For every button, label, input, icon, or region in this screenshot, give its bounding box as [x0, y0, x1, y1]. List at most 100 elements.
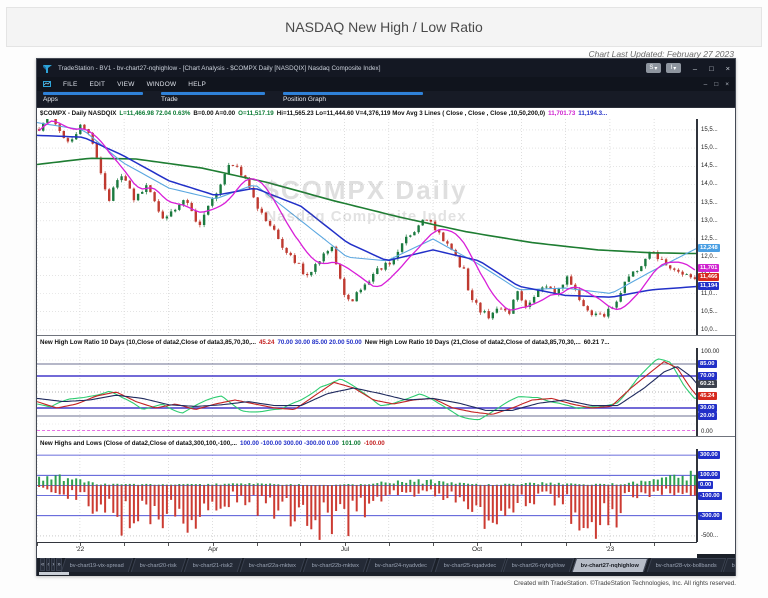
nhnl-ratio-panel[interactable]: 100.00 0.00 85.00 70.00 60.21 45.24 30.00 20.00	[37, 348, 735, 436]
workspace-tab-bv-chart20-risk[interactable]: bv-chart20-risk	[130, 558, 187, 572]
price-axis[interactable]: 15,5... 15,0... 14,5... 14,0... 13,5... 13,0.…	[697, 119, 735, 335]
nhnl-ratio-canvas[interactable]	[37, 348, 697, 436]
workspace-tab-bv-chart25-nqadvdec[interactable]: bv-chart25-nqadvdec	[434, 558, 506, 572]
last-updated-note: Chart Last Updated: February 27 2023	[588, 49, 734, 59]
close-button[interactable]: ×	[725, 63, 730, 73]
launcher-trade[interactable]: Trade	[161, 92, 265, 103]
symbol-legend: $COMPX - Daily NASDQIX L=11,466.98 72.04 …	[37, 108, 735, 119]
legend-part: B=0.00 A=0.00	[193, 110, 236, 117]
axis-tick-label: 13,5...	[701, 199, 718, 206]
scrollbar-thumb[interactable]	[39, 572, 69, 575]
time-axis-tick	[477, 543, 478, 546]
time-axis-tick	[345, 543, 346, 546]
nhnl-label: New Highs and Lows (Close of data2,Close…	[37, 436, 735, 449]
nhnl-panel[interactable]: -500... 300.00 100.00 0.00 -100.00 -300.00	[37, 449, 735, 542]
axis-tick-label: 15,0...	[701, 145, 718, 152]
price-badge: 11,194	[698, 282, 720, 291]
tab-scroll-button-3[interactable]: »	[56, 558, 62, 571]
legend-part: O=11,517.19	[238, 110, 274, 117]
time-axis-tick	[610, 543, 611, 546]
price-badge: 20.00	[698, 412, 717, 420]
axis-tick-label: 12,0...	[701, 254, 718, 261]
price-badge: 0.00	[698, 481, 714, 490]
legend-part: L=11,466.98 72.04 0.63%	[119, 110, 191, 117]
time-axis-tick	[80, 543, 81, 546]
price-chart-canvas[interactable]	[37, 119, 697, 335]
time-axis[interactable]: '22 Apr Jul Oct '23	[37, 542, 697, 558]
shortcut-s-button[interactable]: S ▾	[645, 63, 661, 73]
workspace-tab-bv-chart24-nyadvdec[interactable]: bv-chart24-nyadvdec	[366, 558, 437, 572]
tab-scroll-button-0[interactable]: «	[40, 558, 46, 571]
indicator-label-part: -100.00	[363, 439, 385, 447]
window-title: TradeStation - BV1 - bv-chart27-nqhighlo…	[58, 64, 381, 72]
launcher-apps[interactable]: Apps	[43, 92, 143, 103]
menu-view[interactable]: VIEW	[117, 80, 135, 88]
time-axis-label: Jul	[340, 546, 350, 553]
page-header: NASDAQ New High / Low Ratio	[6, 7, 762, 47]
menu-items: FILE EDIT VIEW WINDOW HELP	[63, 81, 206, 88]
nhnl-axis[interactable]: -500... 300.00 100.00 0.00 -100.00 -300.00	[697, 449, 735, 542]
time-axis-tick	[389, 543, 390, 546]
price-badge: 60.21	[698, 379, 717, 388]
menu-file[interactable]: FILE	[63, 80, 78, 88]
indicator-label-part: 70.00 30.00 85.00 20.00 50.00	[277, 338, 362, 346]
axis-tick-label: 12,5...	[701, 236, 718, 242]
chart-window-icon	[43, 81, 51, 87]
time-axis-tick	[257, 543, 258, 546]
axis-tick-label: -500...	[701, 532, 719, 539]
workspace-tab-bv-chart27-nqhighlow[interactable]: bv-chart27-nqhighlow	[572, 558, 649, 572]
tradestation-window: TradeStation - BV1 - bv-chart27-nqhighlo…	[36, 58, 736, 576]
axis-tick-label: 11,0...	[701, 290, 718, 297]
time-axis-tick	[300, 543, 301, 546]
time-axis-label: '22	[75, 546, 85, 553]
menu-edit[interactable]: EDIT	[89, 80, 106, 88]
indicator-label-part: 60.21 7...	[583, 338, 610, 346]
restore-button[interactable]: □	[709, 63, 714, 73]
tab-scroll-button-1[interactable]: ‹	[46, 558, 51, 571]
time-axis-label: Apr	[207, 546, 219, 553]
tab-scroll-button-2[interactable]: ›	[51, 558, 56, 571]
child-restore-button[interactable]: □	[714, 80, 719, 88]
workspace-tab-bv-chart21-risk2[interactable]: bv-chart21-risk2	[183, 558, 243, 572]
axis-tick-label: 10,5...	[701, 308, 718, 315]
indicator-label-part: 45.24	[258, 338, 275, 346]
price-badge: 100.00	[698, 471, 720, 480]
price-panel[interactable]: 15,5... 15,0... 14,5... 14,0... 13,5... 13,0.…	[37, 119, 735, 335]
child-close-button[interactable]: ×	[725, 80, 729, 88]
launcher-position-graph[interactable]: Position Graph	[283, 92, 423, 103]
time-axis-tick	[433, 543, 434, 546]
legend-part: Hi=11,565.23 Lo=11,444.60 V=4,376,119 Mo…	[276, 110, 546, 117]
menu-window[interactable]: WINDOW	[146, 80, 177, 88]
time-axis-label: '23	[605, 546, 615, 553]
workspace-tab-bv-chart22a-mktwx[interactable]: bv-chart22a-mktwx	[239, 558, 306, 572]
horizontal-scrollbar[interactable]	[37, 572, 735, 576]
price-badge: 85.00	[698, 360, 717, 368]
page-title: NASDAQ New High / Low Ratio	[285, 19, 483, 35]
workspace-tab-bv-chart22b-mktwx[interactable]: bv-chart22b-mktwx	[302, 558, 369, 572]
workspace-tab-bv-chart26-nyhighlow[interactable]: bv-chart26-nyhighlow	[502, 558, 575, 572]
menu-help[interactable]: HELP	[188, 80, 207, 88]
price-badge: 30.00	[698, 404, 717, 412]
legend-part: 11,701.73	[548, 110, 576, 117]
axis-tick-label: 13,0...	[701, 217, 718, 224]
child-minimize-button[interactable]: –	[703, 80, 708, 88]
indicator-label-part: 101.00	[341, 439, 361, 447]
axis-tick-label: 100.00	[701, 349, 720, 355]
minimize-button[interactable]: –	[692, 63, 698, 73]
indicator-label-part: 100.00 -100.00 300.00 -300.00 0.00	[240, 439, 339, 447]
axis-tick-label: 14,0...	[701, 181, 718, 188]
workspace-tab-bv-chart28-vix-bollbands[interactable]: bv-chart28-vix-bollbands	[646, 558, 726, 572]
time-axis-tick	[566, 543, 567, 546]
shortcut-i-button[interactable]: I ▾	[665, 63, 681, 73]
indicator-label-part: New High Low Ratio 10 Days (21,Close of …	[364, 338, 581, 346]
window-titlebar[interactable]: TradeStation - BV1 - bv-chart27-nqhighlo…	[37, 59, 735, 77]
time-axis-tick	[654, 543, 655, 546]
copyright-note: Created with TradeStation. ©TradeStation…	[513, 580, 736, 587]
price-badge: 70.00	[698, 372, 717, 380]
nhnl-canvas[interactable]	[37, 449, 697, 542]
time-axis-tick	[521, 543, 522, 546]
legend-part: 11,194.3...	[578, 110, 608, 117]
nhnl-ratio-axis[interactable]: 100.00 0.00 85.00 70.00 60.21 45.24 30.00 20.00	[697, 348, 735, 436]
workspace-tab-bv-chart19-vix-spread[interactable]: bv-chart19-vix-spread	[60, 558, 134, 572]
child-window-controls: – □ ×	[704, 81, 729, 88]
